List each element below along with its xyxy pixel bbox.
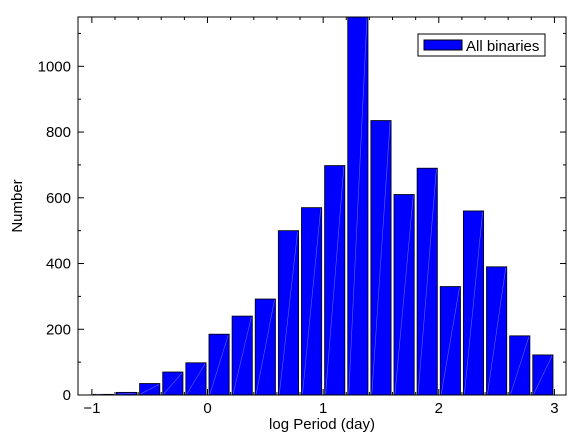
bars-group <box>92 16 554 396</box>
bar-highlight <box>163 372 183 395</box>
bar-highlight <box>510 336 530 395</box>
legend-swatch <box>423 39 463 51</box>
bar-highlight <box>371 121 391 395</box>
bar-highlight <box>325 166 345 395</box>
bar-highlight <box>117 393 136 395</box>
bar-highlight <box>140 384 159 395</box>
bar-highlight <box>394 195 414 395</box>
y-tick-label: 800 <box>46 124 71 141</box>
legend: All binaries <box>417 33 546 57</box>
bar-highlight <box>487 267 507 395</box>
bar-highlight <box>255 299 275 395</box>
y-axis-label: Number <box>9 179 26 232</box>
bar-highlight <box>232 317 252 395</box>
y-tick-label: 600 <box>46 190 71 207</box>
bar-highlight <box>186 363 206 395</box>
x-tick-label: −1 <box>83 400 100 417</box>
legend-label: All binaries <box>466 38 539 55</box>
bar-highlight <box>464 211 483 395</box>
bar-highlight <box>279 231 298 395</box>
x-tick-label: 1 <box>319 400 327 417</box>
bar-highlight <box>533 355 553 395</box>
x-tick-label: 3 <box>550 400 558 417</box>
bar-highlight <box>348 17 368 395</box>
bar-highlight <box>417 169 437 395</box>
bar-highlight <box>440 287 460 395</box>
x-axis-label: log Period (day) <box>269 416 375 433</box>
x-tick-label: 0 <box>203 400 211 417</box>
plot-frame <box>77 16 567 396</box>
bar-highlight <box>209 335 229 395</box>
bar-highlight <box>302 208 322 395</box>
y-tick-label: 1000 <box>38 58 71 75</box>
y-tick-label: 400 <box>46 256 71 273</box>
y-tick-label: 0 <box>63 387 71 404</box>
x-tick-label: 2 <box>435 400 443 417</box>
y-tick-label: 200 <box>46 321 71 338</box>
tick-labels-group: −1 0 1 2 3 0 200 400 600 800 1000 <box>38 58 559 417</box>
